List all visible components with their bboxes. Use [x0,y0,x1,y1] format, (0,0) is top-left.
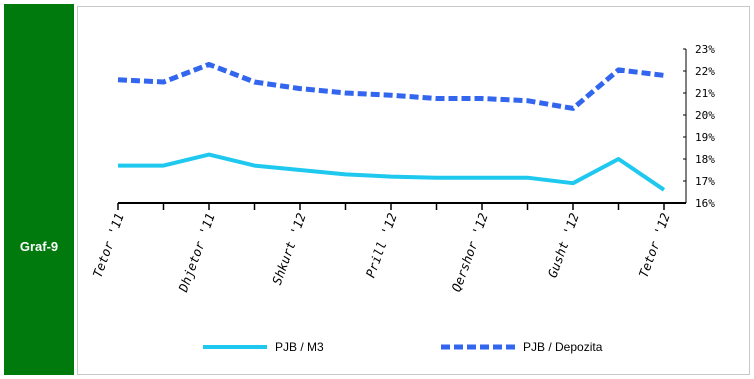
legend: PJB / M3 PJB / Depozita [203,340,603,354]
y-tick-label: 20% [695,109,715,122]
chart-frame [77,6,750,375]
x-tick-label: Shkurt '12 [269,211,309,287]
legend-label-1: PJB / M3 [275,340,324,354]
x-tick-label: Prill '12 [363,211,400,280]
legend-label-2: PJB / Depozita [523,340,603,354]
x-tick-label: Dhjetor '11 [175,211,218,295]
x-tick-label: Tetor '12 [636,211,673,280]
series-line-2 [117,61,665,111]
x-tick-label: Qershor '12 [448,211,490,294]
y-tick-label: 19% [695,131,715,144]
y-tick-label: 18% [695,153,715,166]
y-axis: 16% 17% 18% 19% 20% 21% 22% 23% [683,43,715,210]
series-line-1 [118,152,666,192]
y-tick-label: 22% [695,65,715,78]
x-tick-label: Tetor '11 [90,211,127,280]
y-tick-label: 23% [695,43,715,56]
y-tick-label: 16% [695,197,715,210]
x-axis: Tetor '11 Dhjetor '11 Shkurt '12 Prill '12 Q… [90,202,686,295]
figure-label: Graf-9 [19,239,59,254]
y-tick-label: 21% [695,87,715,100]
y-tick-label: 17% [695,175,715,188]
side-panel: Graf-9 [4,4,74,375]
series-lines [117,61,666,192]
x-tick-label: Gusht '12 [545,211,582,280]
